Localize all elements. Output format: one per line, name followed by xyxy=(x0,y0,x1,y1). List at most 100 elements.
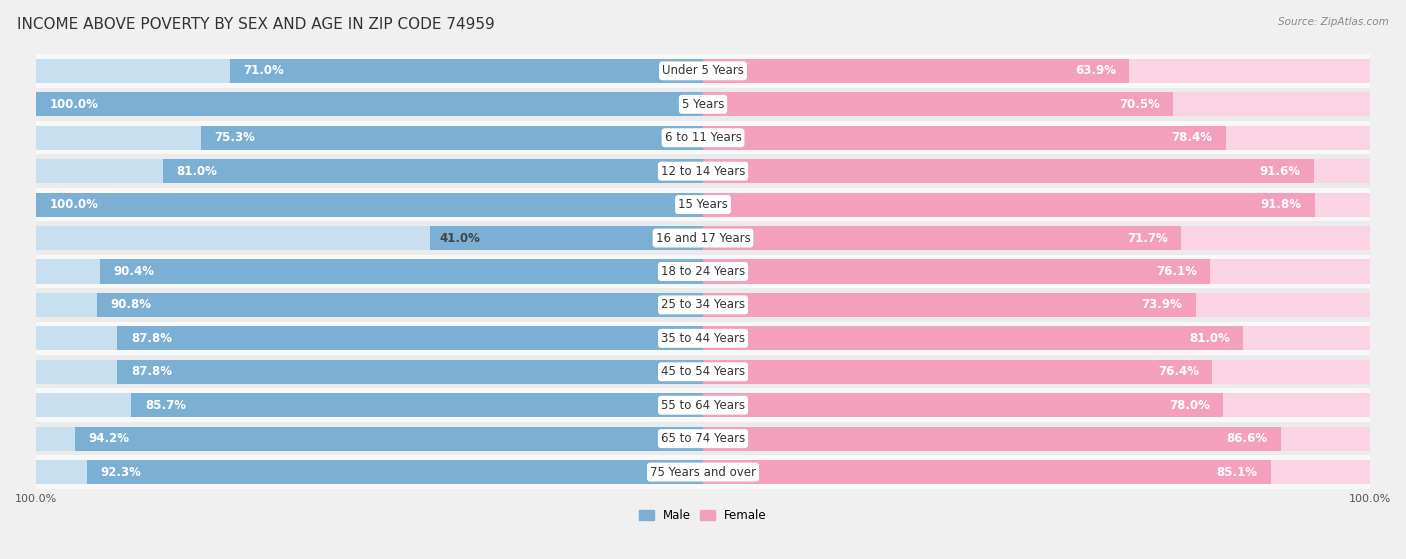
Text: 12 to 14 Years: 12 to 14 Years xyxy=(661,165,745,178)
Text: 100.0%: 100.0% xyxy=(49,198,98,211)
Bar xyxy=(703,460,1271,484)
Bar xyxy=(703,159,1369,183)
Text: 90.8%: 90.8% xyxy=(111,299,152,311)
Bar xyxy=(97,293,703,317)
Bar xyxy=(37,393,703,417)
Bar xyxy=(37,192,703,217)
Bar xyxy=(37,126,703,150)
Bar xyxy=(703,192,1369,217)
Text: 41.0%: 41.0% xyxy=(440,231,481,244)
Bar xyxy=(703,427,1281,451)
Bar xyxy=(37,192,703,217)
Bar xyxy=(703,326,1243,350)
Bar xyxy=(37,59,703,83)
Bar xyxy=(132,393,703,417)
Bar xyxy=(37,154,1369,188)
Text: 91.8%: 91.8% xyxy=(1261,198,1302,211)
Bar xyxy=(703,92,1173,116)
Bar xyxy=(163,159,703,183)
Text: Under 5 Years: Under 5 Years xyxy=(662,64,744,77)
Text: 81.0%: 81.0% xyxy=(1189,332,1230,345)
Bar xyxy=(703,427,1369,451)
Bar xyxy=(703,126,1369,150)
Bar xyxy=(37,259,703,283)
Bar xyxy=(703,126,1226,150)
Text: 85.1%: 85.1% xyxy=(1216,466,1257,479)
Bar xyxy=(37,92,703,116)
Bar xyxy=(37,427,703,451)
Text: 65 to 74 Years: 65 to 74 Years xyxy=(661,432,745,445)
Bar xyxy=(37,456,1369,489)
Text: 55 to 64 Years: 55 to 64 Years xyxy=(661,399,745,412)
Bar xyxy=(37,188,1369,221)
Text: 5 Years: 5 Years xyxy=(682,98,724,111)
Text: 70.5%: 70.5% xyxy=(1119,98,1160,111)
Bar xyxy=(703,92,1369,116)
Text: 76.4%: 76.4% xyxy=(1159,365,1199,378)
Bar xyxy=(37,360,703,384)
Text: 94.2%: 94.2% xyxy=(89,432,129,445)
Bar xyxy=(37,422,1369,456)
Bar xyxy=(37,293,703,317)
Bar xyxy=(703,393,1369,417)
Text: 71.0%: 71.0% xyxy=(243,64,284,77)
Text: 25 to 34 Years: 25 to 34 Years xyxy=(661,299,745,311)
Bar xyxy=(37,88,1369,121)
Bar xyxy=(37,255,1369,288)
Bar xyxy=(100,259,703,283)
Text: 87.8%: 87.8% xyxy=(131,332,172,345)
Text: 75.3%: 75.3% xyxy=(214,131,254,144)
Bar xyxy=(37,92,703,116)
Text: 73.9%: 73.9% xyxy=(1142,299,1182,311)
Bar xyxy=(37,226,703,250)
Text: 45 to 54 Years: 45 to 54 Years xyxy=(661,365,745,378)
Text: 91.6%: 91.6% xyxy=(1260,165,1301,178)
Bar xyxy=(87,460,703,484)
Text: INCOME ABOVE POVERTY BY SEX AND AGE IN ZIP CODE 74959: INCOME ABOVE POVERTY BY SEX AND AGE IN Z… xyxy=(17,17,495,32)
Bar xyxy=(703,192,1315,217)
Bar xyxy=(703,259,1369,283)
Bar xyxy=(37,460,703,484)
Text: 87.8%: 87.8% xyxy=(131,365,172,378)
Bar xyxy=(703,393,1223,417)
Bar xyxy=(37,159,703,183)
Bar xyxy=(75,427,703,451)
Text: 90.4%: 90.4% xyxy=(114,265,155,278)
Bar xyxy=(37,355,1369,389)
Text: 78.4%: 78.4% xyxy=(1171,131,1212,144)
Text: 76.1%: 76.1% xyxy=(1156,265,1197,278)
Bar xyxy=(703,59,1129,83)
Text: 78.0%: 78.0% xyxy=(1168,399,1209,412)
Bar xyxy=(703,460,1369,484)
Bar xyxy=(37,321,1369,355)
Text: 16 and 17 Years: 16 and 17 Years xyxy=(655,231,751,244)
Bar xyxy=(37,389,1369,422)
Bar xyxy=(37,54,1369,88)
Bar xyxy=(703,360,1369,384)
Legend: Male, Female: Male, Female xyxy=(640,509,766,522)
Bar xyxy=(118,326,703,350)
Text: 81.0%: 81.0% xyxy=(176,165,217,178)
Bar xyxy=(37,326,703,350)
Bar xyxy=(430,226,703,250)
Bar xyxy=(703,226,1369,250)
Text: 85.7%: 85.7% xyxy=(145,399,186,412)
Text: 18 to 24 Years: 18 to 24 Years xyxy=(661,265,745,278)
Bar xyxy=(118,360,703,384)
Bar xyxy=(703,293,1197,317)
Text: 71.7%: 71.7% xyxy=(1128,231,1168,244)
Bar xyxy=(703,159,1313,183)
Bar xyxy=(37,288,1369,321)
Bar xyxy=(229,59,703,83)
Text: 6 to 11 Years: 6 to 11 Years xyxy=(665,131,741,144)
Text: 86.6%: 86.6% xyxy=(1226,432,1267,445)
Bar xyxy=(703,226,1181,250)
Text: Source: ZipAtlas.com: Source: ZipAtlas.com xyxy=(1278,17,1389,27)
Bar xyxy=(201,126,703,150)
Bar xyxy=(703,293,1369,317)
Text: 92.3%: 92.3% xyxy=(101,466,142,479)
Text: 63.9%: 63.9% xyxy=(1074,64,1116,77)
Text: 35 to 44 Years: 35 to 44 Years xyxy=(661,332,745,345)
Bar xyxy=(703,259,1211,283)
Bar xyxy=(37,221,1369,255)
